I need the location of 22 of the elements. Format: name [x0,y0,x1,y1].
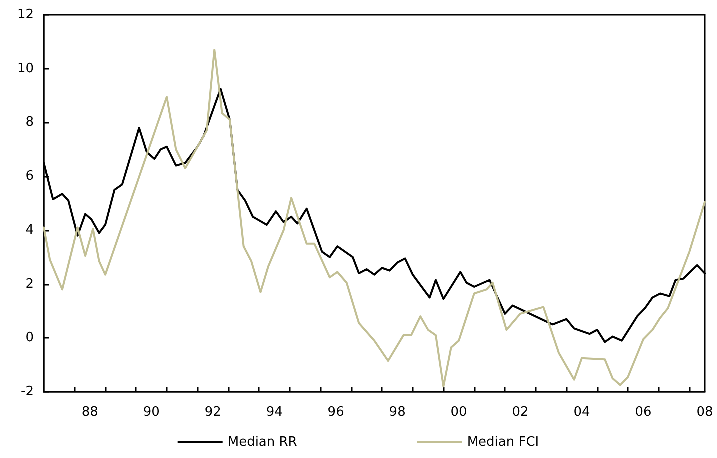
y-tick-label: 4 [26,222,34,238]
legend-label: Median RR [228,435,298,450]
x-tick-label: 06 [635,405,652,420]
y-tick-label: 0 [26,330,34,346]
y-tick-label: 2 [26,276,34,292]
x-tick-label: 02 [512,405,529,420]
x-tick-label: 04 [574,405,590,420]
x-tick-label: 94 [266,405,283,420]
line-series [43,49,706,388]
x-tick-label: 00 [450,405,468,420]
y-tick-label: 10 [17,61,34,76]
y-tick-label: 12 [17,8,34,22]
y-tick-label: -2 [21,384,34,400]
x-tick-label: 88 [82,405,98,420]
x-tick-label: 92 [204,405,222,420]
y-tick-label: 8 [26,115,34,130]
x-tick-label: 98 [389,405,406,420]
legend-label: Median FCI [467,435,540,450]
x-tick-label: 96 [328,405,344,420]
y-tick-label: 6 [26,169,34,184]
x-tick-label: 08 [696,405,714,420]
x-tick-label: 90 [143,405,160,420]
